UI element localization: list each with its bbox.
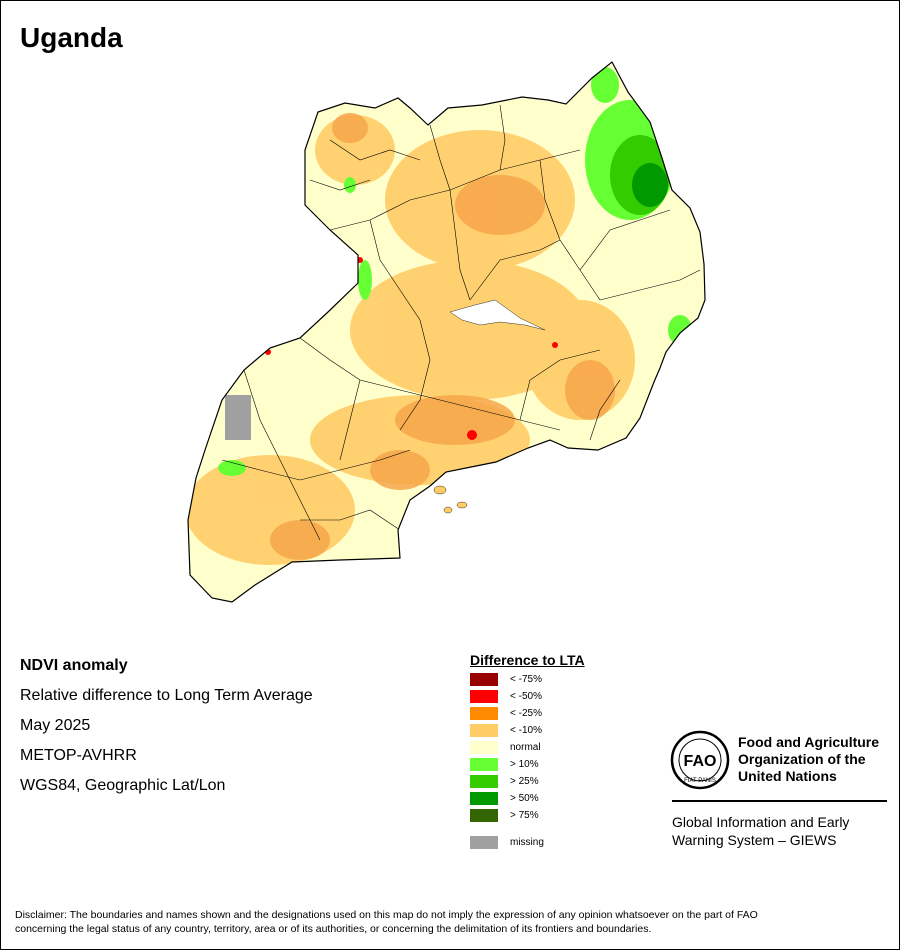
legend-label: normal — [510, 742, 541, 753]
country-border — [187, 61, 706, 603]
legend-label: > 75% — [510, 810, 539, 821]
legend-swatch — [470, 673, 498, 686]
legend-swatch — [470, 775, 498, 788]
legend-swatch — [470, 836, 498, 849]
legend-swatch — [470, 741, 498, 754]
legend-swatch — [470, 758, 498, 771]
map-title: Uganda — [20, 22, 123, 53]
fao-divider — [672, 800, 887, 802]
legend-swatch — [470, 792, 498, 805]
period-label: May 2025 — [20, 717, 91, 734]
fao-emblem-text: FAO — [684, 753, 717, 770]
island — [456, 501, 468, 509]
legend-label: missing — [510, 837, 544, 848]
island — [443, 506, 453, 514]
sensor-label: METOP-AVHRR — [20, 747, 137, 764]
legend-label: > 50% — [510, 793, 539, 804]
uganda-ndvi-map — [187, 61, 706, 603]
product-title: NDVI anomaly — [20, 657, 128, 674]
legend-swatch — [470, 724, 498, 737]
legend-swatch — [470, 809, 498, 822]
legend-label: > 10% — [510, 759, 539, 770]
legend-title: Difference to LTA — [470, 652, 585, 668]
anomaly-zone-southwest — [188, 455, 355, 565]
disclaimer: Disclaimer: The boundaries and names sho… — [15, 909, 758, 935]
legend-label: < -75% — [510, 674, 542, 685]
missing-data-area — [225, 395, 251, 440]
lake-kyoga — [449, 299, 546, 331]
legend-swatch — [470, 707, 498, 720]
product-description: Relative difference to Long Term Average — [20, 687, 313, 704]
fao-emblem-motto: FIAT PANIS — [684, 778, 716, 784]
fao-emblem-icon: FAO FIAT PANIS — [670, 730, 730, 790]
legend-label: < -50% — [510, 691, 542, 702]
projection-label: WGS84, Geographic Lat/Lon — [20, 777, 226, 794]
legend-label: < -10% — [510, 725, 542, 736]
fao-organization-name: Food and Agriculture Organization of the… — [738, 734, 880, 784]
legend-label: > 25% — [510, 776, 539, 787]
giews-label: Global Information and Early Warning Sys… — [672, 814, 850, 848]
island — [433, 485, 447, 495]
legend-label: < -25% — [510, 708, 542, 719]
legend-swatch — [470, 690, 498, 703]
